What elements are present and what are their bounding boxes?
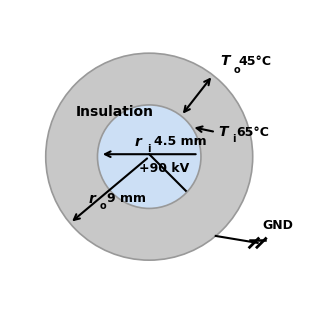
Circle shape xyxy=(46,53,253,260)
Text: 9 mm: 9 mm xyxy=(107,192,146,205)
Text: T: T xyxy=(218,125,228,139)
Text: i: i xyxy=(147,144,150,154)
Text: o: o xyxy=(100,201,107,211)
Text: o: o xyxy=(234,65,241,75)
Text: 4.5 mm: 4.5 mm xyxy=(154,135,207,148)
Circle shape xyxy=(98,105,201,208)
Text: r: r xyxy=(88,192,95,205)
Text: GND: GND xyxy=(262,219,293,232)
Text: T: T xyxy=(220,54,230,68)
Text: Insulation: Insulation xyxy=(76,105,154,119)
Text: 45°C: 45°C xyxy=(239,55,272,68)
Text: +90 kV: +90 kV xyxy=(139,163,189,175)
Text: i: i xyxy=(232,134,235,144)
Text: 65°C: 65°C xyxy=(237,125,269,139)
Text: r: r xyxy=(135,135,142,149)
